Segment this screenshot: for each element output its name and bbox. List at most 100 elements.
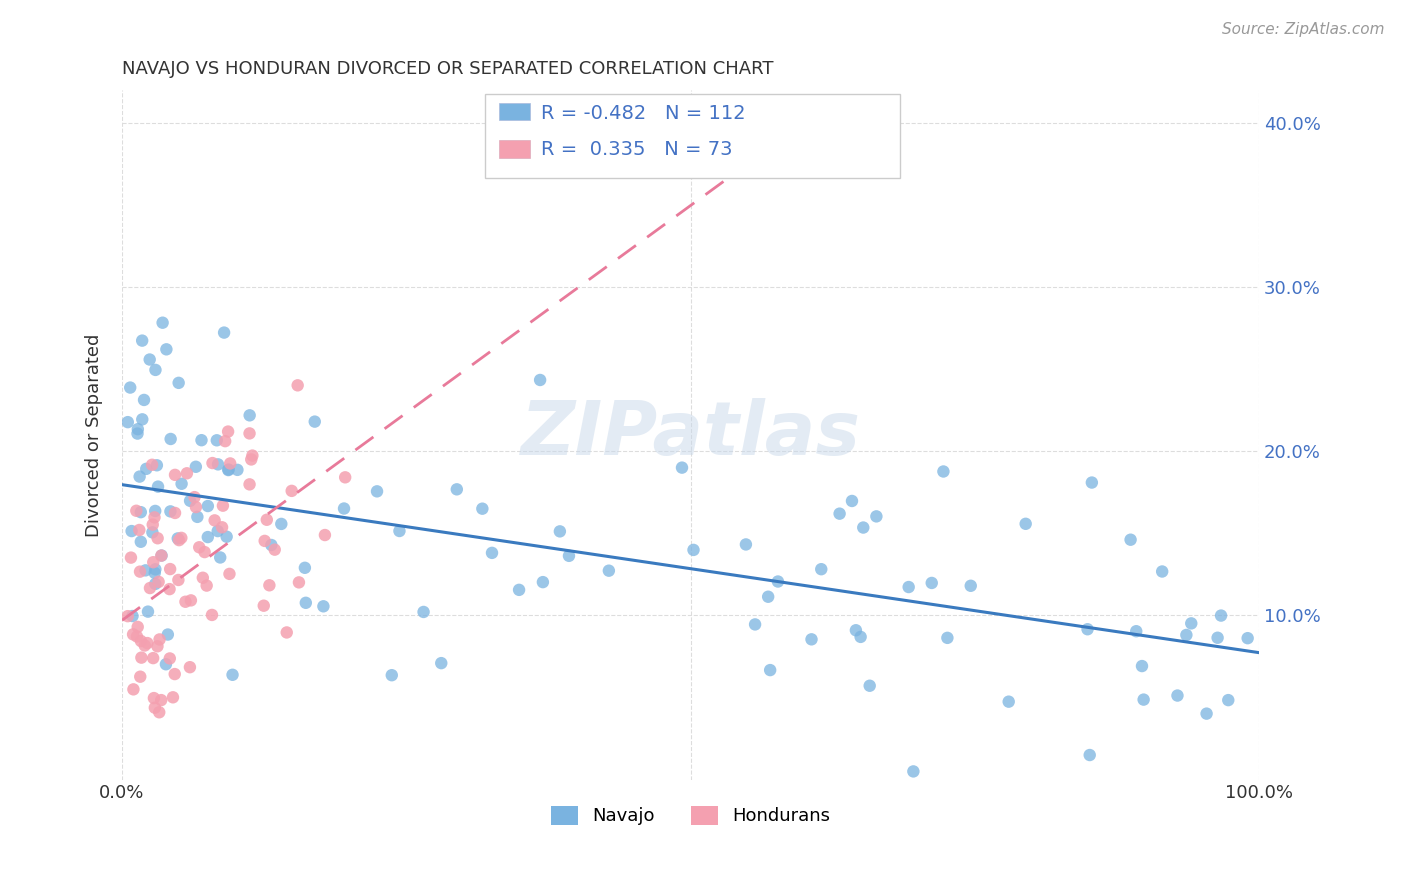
Point xyxy=(529,373,551,387)
Point xyxy=(201,607,224,622)
Point xyxy=(219,457,242,471)
Point xyxy=(1218,693,1240,707)
Point xyxy=(471,501,494,516)
Point xyxy=(197,499,219,513)
Point xyxy=(735,537,758,551)
Point xyxy=(135,462,157,476)
Point xyxy=(191,571,214,585)
Point xyxy=(287,378,309,392)
Point xyxy=(548,524,571,539)
Point xyxy=(253,533,276,548)
Point xyxy=(136,605,159,619)
Point xyxy=(129,634,152,648)
Point xyxy=(127,620,149,634)
Point xyxy=(1132,692,1154,706)
Point xyxy=(1077,622,1099,636)
Point xyxy=(217,463,239,477)
Point xyxy=(146,480,169,494)
Point xyxy=(167,533,190,548)
Point xyxy=(1175,628,1198,642)
Point xyxy=(188,541,211,555)
Point xyxy=(117,415,139,429)
Y-axis label: Divorced or Separated: Divorced or Separated xyxy=(86,334,103,537)
Point xyxy=(167,376,190,390)
Point xyxy=(207,458,229,472)
Point xyxy=(142,555,165,569)
Point xyxy=(446,483,468,497)
Point xyxy=(129,565,152,579)
Point xyxy=(295,596,318,610)
Point xyxy=(810,562,832,576)
Point xyxy=(1180,616,1202,631)
Point xyxy=(150,549,173,563)
Legend: Navajo, Hondurans: Navajo, Hondurans xyxy=(544,799,838,832)
Point xyxy=(260,538,283,552)
Point xyxy=(155,657,177,672)
Point xyxy=(508,582,530,597)
Point xyxy=(1119,533,1142,547)
Point xyxy=(1015,516,1038,531)
Point xyxy=(159,504,181,518)
Point xyxy=(1130,659,1153,673)
Point xyxy=(186,509,208,524)
Point xyxy=(170,476,193,491)
Point xyxy=(217,425,239,439)
Point xyxy=(163,667,186,681)
Text: ZIPatlas: ZIPatlas xyxy=(520,399,860,472)
Point xyxy=(180,593,202,607)
Point xyxy=(430,656,453,670)
Point xyxy=(294,561,316,575)
Point xyxy=(121,524,143,538)
Point xyxy=(143,700,166,714)
Point xyxy=(1166,689,1188,703)
Point xyxy=(766,574,789,589)
Point xyxy=(531,575,554,590)
Point xyxy=(138,352,160,367)
Point xyxy=(143,566,166,580)
Point xyxy=(1078,747,1101,762)
Point xyxy=(412,605,434,619)
Point xyxy=(142,651,165,665)
Point xyxy=(120,380,142,394)
Point xyxy=(179,493,201,508)
Point xyxy=(598,564,620,578)
Point xyxy=(122,682,145,697)
Point xyxy=(167,573,190,587)
Point xyxy=(959,579,981,593)
Point xyxy=(314,528,336,542)
Point xyxy=(128,469,150,483)
Point xyxy=(897,580,920,594)
Point xyxy=(142,691,165,706)
Text: NAVAJO VS HONDURAN DIVORCED OR SEPARATED CORRELATION CHART: NAVAJO VS HONDURAN DIVORCED OR SEPARATED… xyxy=(122,60,773,78)
Point xyxy=(131,650,153,665)
Point xyxy=(197,530,219,544)
Point xyxy=(143,577,166,591)
Point xyxy=(256,513,278,527)
Point xyxy=(759,663,782,677)
Point xyxy=(159,651,181,665)
Point xyxy=(150,693,173,707)
Point xyxy=(218,462,240,476)
Point xyxy=(141,525,163,540)
Point xyxy=(671,460,693,475)
Point xyxy=(152,316,174,330)
Point xyxy=(1125,624,1147,639)
Point xyxy=(253,599,276,613)
Point xyxy=(128,523,150,537)
Point xyxy=(240,452,263,467)
Point xyxy=(163,467,186,482)
Point xyxy=(117,609,139,624)
Point xyxy=(121,609,143,624)
Point xyxy=(845,624,868,638)
Text: R =  0.335   N = 73: R = 0.335 N = 73 xyxy=(541,140,733,159)
Point xyxy=(159,562,181,576)
Point xyxy=(184,500,207,514)
Point xyxy=(859,679,882,693)
Point xyxy=(936,631,959,645)
Point xyxy=(800,632,823,647)
Point xyxy=(174,595,197,609)
Point xyxy=(201,456,224,470)
Point xyxy=(176,467,198,481)
Point xyxy=(162,690,184,705)
Point xyxy=(481,546,503,560)
